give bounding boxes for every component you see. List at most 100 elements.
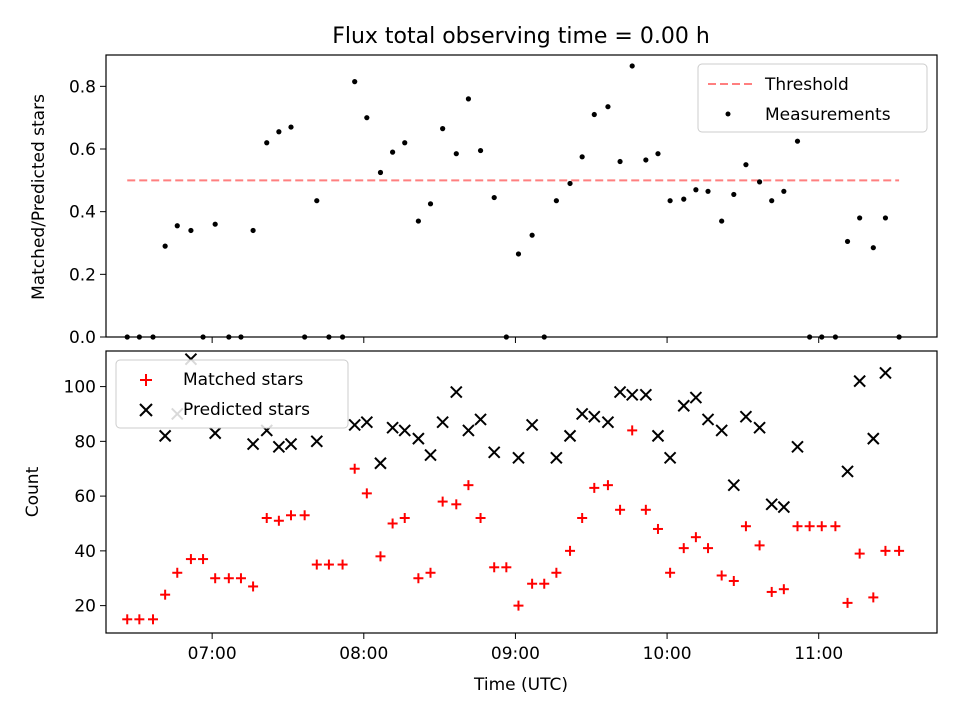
predicted-star-point: [677, 399, 690, 412]
measurement-point: [477, 147, 484, 154]
predicted-star-stroke: [715, 424, 728, 437]
measurement-point: [364, 115, 370, 121]
predicted-star-point: [208, 426, 222, 440]
measurement-point: [553, 198, 559, 204]
predicted-star-stroke: [462, 424, 475, 437]
measurement-point: [465, 96, 472, 102]
measurement-point: [250, 227, 256, 234]
measurement-point: [769, 198, 775, 204]
bottom-ytick-label: 60: [74, 487, 96, 507]
predicted-star-point: [727, 478, 741, 492]
measurement-point: [314, 198, 320, 204]
bottom-ytick-label: 80: [74, 432, 96, 452]
top-plot-area: [124, 63, 902, 340]
predicted-star-stroke: [701, 413, 715, 426]
predicted-star-stroke: [588, 410, 601, 423]
predicted-star-point: [310, 435, 323, 448]
predicted-star-point: [525, 418, 539, 432]
matched-star-point: [387, 518, 398, 529]
predicted-star-point: [487, 446, 501, 459]
legend-measurements-label: Measurements: [765, 105, 891, 125]
measurement-point: [794, 138, 801, 144]
matched-star-point: [425, 567, 436, 578]
predicted-star-stroke: [412, 432, 425, 445]
measurement-point: [427, 201, 434, 207]
bottom-ytick-label: 100: [64, 378, 96, 398]
predicted-star-stroke: [208, 426, 222, 440]
predicted-star-stroke: [777, 500, 791, 514]
predicted-star-point: [360, 415, 374, 429]
measurement-point: [617, 158, 623, 165]
measurement-point: [352, 79, 358, 85]
predicted-star-point: [272, 440, 286, 454]
matched-star-point: [323, 559, 334, 570]
measurement-point: [781, 188, 787, 194]
bottom-xtick-label: 10:00: [643, 644, 692, 664]
predicted-star-stroke: [563, 429, 577, 443]
measurement-point: [756, 179, 763, 185]
matched-star-point: [652, 523, 663, 534]
measurement-point: [515, 251, 522, 257]
matched-star-point: [375, 551, 386, 562]
matched-star-point: [842, 597, 853, 608]
predicted-star-point: [841, 465, 854, 478]
matched-star-point: [413, 573, 424, 584]
matched-star-point: [463, 480, 474, 491]
bottom-ytick-label: 40: [74, 542, 96, 562]
measurement-point: [693, 187, 699, 193]
measurement-point: [440, 126, 446, 132]
predicted-star-stroke: [386, 421, 399, 434]
predicted-star-stroke: [374, 457, 387, 470]
predicted-star-stroke: [360, 415, 374, 429]
matched-star-point: [816, 521, 827, 532]
matched-star-point: [740, 521, 751, 532]
measurement-point: [529, 232, 535, 238]
matched-star-point: [804, 521, 815, 532]
predicted-star-point: [450, 385, 463, 399]
measurement-point: [390, 149, 396, 155]
matched-star-point: [854, 548, 865, 559]
matched-star-point: [513, 600, 524, 611]
legend-matched-swatch: [140, 374, 152, 386]
matched-star-point: [399, 513, 410, 524]
predicted-star-stroke: [753, 421, 766, 434]
predicted-star-stroke: [424, 448, 437, 462]
predicted-star-stroke: [739, 410, 753, 423]
predicted-star-point: [550, 451, 563, 464]
bottom-xtick-label: 08:00: [339, 644, 388, 664]
top-ytick-label: 0.2: [69, 265, 96, 285]
measurement-point: [743, 162, 749, 168]
predicted-star-point: [462, 424, 475, 437]
matched-star-point: [172, 567, 183, 578]
matched-star-point: [248, 581, 259, 592]
predicted-star-stroke: [841, 465, 854, 478]
measurement-point: [415, 218, 421, 224]
matched-star-point: [792, 521, 803, 532]
predicted-star-stroke: [246, 437, 260, 451]
matched-star-point: [551, 567, 562, 578]
predicted-star-stroke: [474, 413, 487, 426]
matched-star-point: [627, 425, 638, 436]
bottom-axis-ticks: 20 40 60 80 100 07:00 08:00 09:00 10:00 11:00: [64, 378, 844, 664]
legend-predicted-swatch: [139, 403, 153, 417]
predicted-star-stroke: [765, 498, 778, 511]
predicted-star-point: [158, 429, 172, 443]
predicted-star-point: [601, 415, 615, 429]
matched-star-point: [830, 521, 841, 532]
predicted-star-point: [689, 391, 703, 404]
measurement-point: [453, 151, 459, 157]
top-axis-ticks: 0.0 0.2 0.4 0.6 0.8: [69, 77, 820, 348]
matched-star-point: [185, 554, 196, 565]
matched-star-point: [160, 589, 171, 600]
measurement-point: [731, 191, 737, 198]
measurement-point: [402, 140, 408, 146]
top-legend-box: [697, 63, 928, 133]
bottom-xtick-label: 09:00: [491, 644, 540, 664]
measurement-point: [212, 221, 218, 227]
top-ytick-label: 0.6: [69, 140, 96, 160]
measurement-point: [264, 140, 270, 146]
matched-star-point: [134, 614, 145, 625]
matched-star-point: [602, 480, 613, 491]
predicted-star-stroke: [512, 451, 525, 464]
